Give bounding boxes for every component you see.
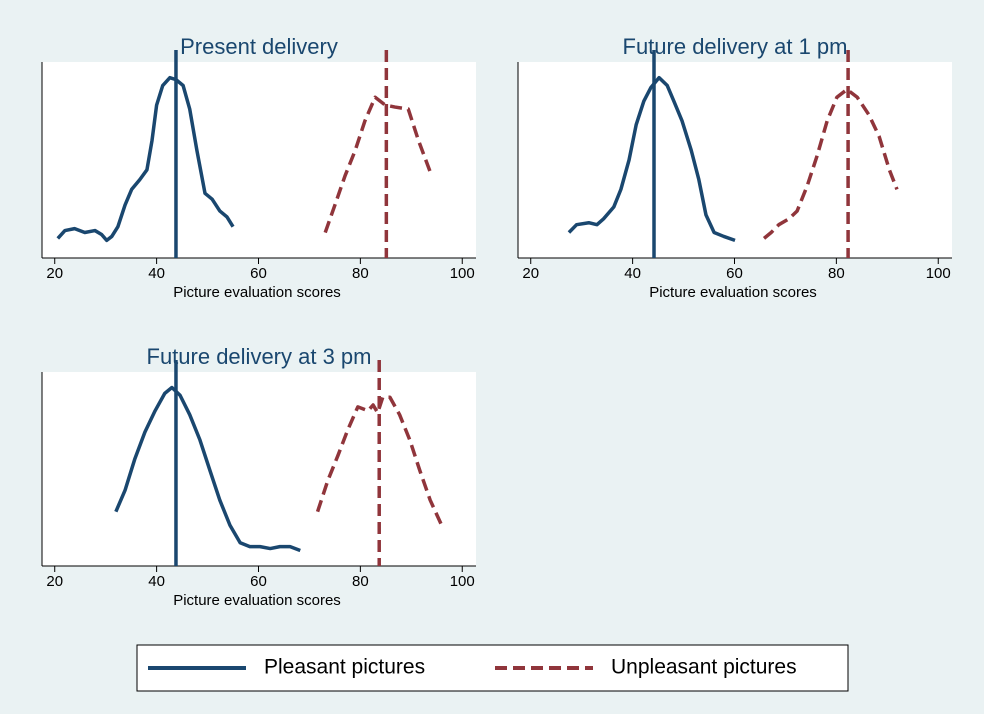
chart-title: Future delivery at 1 pm [623, 34, 848, 59]
x-tick-label: 60 [726, 265, 743, 282]
plot-area [42, 62, 476, 258]
plot-area [518, 62, 952, 258]
x-tick-label: 40 [148, 573, 165, 590]
x-tick-label: 100 [926, 265, 951, 282]
legend-label: Pleasant pictures [264, 656, 425, 679]
x-tick-label: 40 [624, 265, 641, 282]
x-tick-label: 20 [46, 265, 63, 282]
legend-label: Unpleasant pictures [611, 656, 797, 679]
density-line [762, 87, 899, 240]
density-line [567, 75, 736, 243]
x-tick-label: 20 [46, 573, 63, 590]
x-tick-label: 100 [450, 265, 475, 282]
density-line [323, 95, 432, 234]
x-axis-title: Picture evaluation scores [649, 284, 817, 301]
chart-title: Present delivery [180, 34, 338, 59]
x-tick-label: 80 [352, 573, 369, 590]
density-line [114, 385, 301, 553]
x-tick-label: 40 [148, 265, 165, 282]
x-tick-label: 80 [828, 265, 845, 282]
x-tick-label: 20 [522, 265, 539, 282]
x-axis-title: Picture evaluation scores [173, 592, 341, 609]
density-line [56, 75, 235, 243]
chart-title: Future delivery at 3 pm [147, 344, 372, 369]
x-tick-label: 60 [250, 265, 267, 282]
legend-box [136, 644, 849, 692]
plot-area [42, 372, 476, 566]
x-tick-label: 80 [352, 265, 369, 282]
x-axis-title: Picture evaluation scores [173, 284, 341, 301]
x-tick-label: 60 [250, 573, 267, 590]
x-tick-label: 100 [450, 573, 475, 590]
